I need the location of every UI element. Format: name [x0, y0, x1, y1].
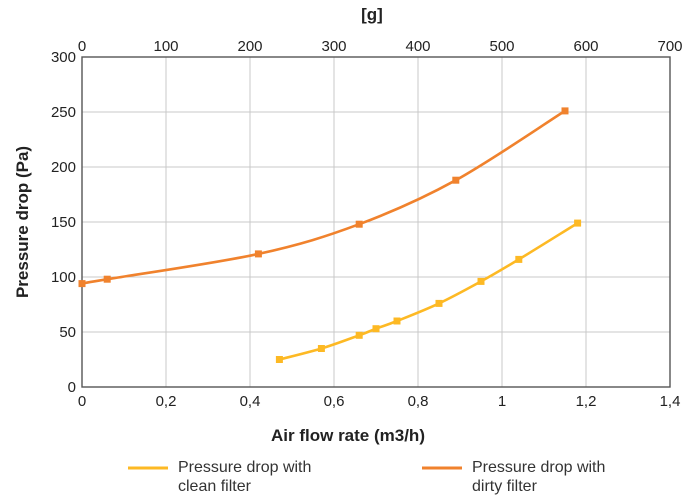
- series-dirty: [78, 107, 569, 288]
- x-tick-label: 1,2: [576, 393, 597, 410]
- legend-label-clean-line1: Pressure drop with: [178, 459, 311, 476]
- top-tick-label: 100: [153, 38, 178, 55]
- legend-label-clean-line2: clean filter: [178, 478, 252, 495]
- series-clean: [275, 219, 582, 363]
- top-axis-title: [g]: [361, 5, 383, 24]
- y-axis-title: Pressure drop (Pa): [13, 146, 32, 298]
- x-tick-label: 0: [78, 393, 86, 410]
- legend-item-dirty: Pressure drop with dirty filter: [422, 459, 605, 495]
- legend-label-dirty-line2: dirty filter: [472, 478, 538, 495]
- legend-label-dirty-line1: Pressure drop with: [472, 459, 605, 476]
- legend-item-clean: Pressure drop with clean filter: [128, 459, 311, 495]
- x-tick-label: 0,2: [156, 393, 177, 410]
- y-tick-label: 0: [68, 379, 76, 396]
- data-point-clean: [515, 255, 523, 263]
- data-point-dirty: [355, 220, 363, 228]
- y-tick-label: 50: [59, 324, 76, 341]
- y-tick-label: 300: [51, 49, 76, 66]
- y-tick-label: 100: [51, 269, 76, 286]
- data-point-clean: [372, 325, 380, 333]
- x-tick-label: 0,4: [240, 393, 261, 410]
- top-tick-label: 0: [78, 38, 86, 55]
- top-tick-label: 300: [321, 38, 346, 55]
- data-point-clean: [393, 317, 401, 325]
- y-tick-label: 250: [51, 104, 76, 121]
- x-tick-label: 1,4: [660, 393, 681, 410]
- top-tick-label: 700: [657, 38, 682, 55]
- data-point-dirty: [254, 250, 262, 258]
- x-axis-title: Air flow rate (m3/h): [271, 426, 425, 445]
- series-line-clean: [279, 221, 579, 361]
- series: [78, 107, 582, 363]
- data-point-dirty: [78, 280, 86, 288]
- data-point-clean: [355, 331, 363, 339]
- plot-frame: [81, 56, 671, 388]
- grid: [82, 57, 670, 387]
- data-point-clean: [574, 219, 582, 227]
- tick-labels: 0 0,2 0,4 0,6 0,8 1 1,2 1,40 100 200 300 400 500 600 7…: [51, 38, 683, 410]
- y-tick-label: 150: [51, 214, 76, 231]
- top-tick-label: 500: [489, 38, 514, 55]
- data-point-dirty: [103, 275, 111, 283]
- x-tick-label: 0,8: [408, 393, 429, 410]
- x-tick-label: 1: [498, 393, 506, 410]
- data-point-dirty: [561, 107, 569, 115]
- series-line-dirty: [81, 109, 566, 285]
- data-point-clean: [435, 299, 443, 307]
- data-point-dirty: [452, 176, 460, 184]
- top-tick-label: 600: [573, 38, 598, 55]
- legend: Pressure drop with clean filter Pressure…: [128, 459, 605, 495]
- y-tick-label: 200: [51, 159, 76, 176]
- x-tick-label: 0,6: [324, 393, 345, 410]
- top-tick-label: 400: [405, 38, 430, 55]
- top-tick-label: 200: [237, 38, 262, 55]
- data-point-clean: [317, 345, 325, 352]
- data-point-clean: [477, 277, 485, 285]
- data-point-clean: [275, 356, 283, 363]
